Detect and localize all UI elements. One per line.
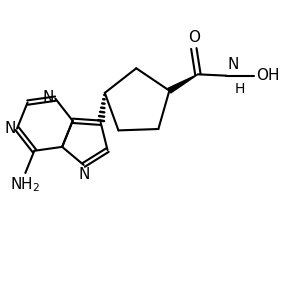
Text: OH: OH (256, 68, 279, 83)
Text: N: N (4, 121, 15, 136)
Polygon shape (168, 74, 198, 93)
Text: N: N (79, 167, 90, 182)
Text: O: O (188, 30, 200, 45)
Text: NH$_2$: NH$_2$ (10, 175, 40, 194)
Text: H: H (235, 82, 245, 96)
Text: N: N (228, 57, 239, 72)
Text: N: N (42, 90, 54, 104)
